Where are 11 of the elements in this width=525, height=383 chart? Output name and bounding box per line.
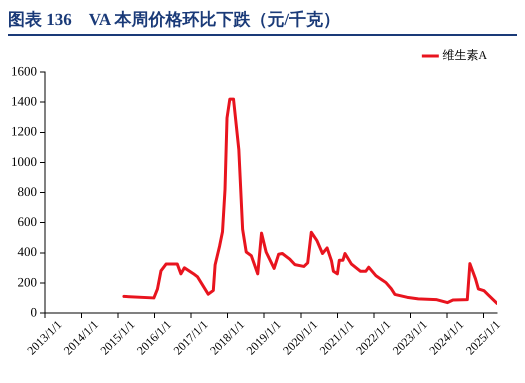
y-tick-label: 0 [30, 304, 37, 320]
y-tick-label: 600 [18, 214, 37, 230]
y-tick-label: 400 [18, 244, 37, 260]
legend-label: 维生素A [442, 48, 488, 62]
y-tick-label: 1000 [11, 154, 37, 169]
y-tick-label: 1600 [11, 63, 37, 78]
y-tick-label: 800 [18, 184, 37, 199]
chart-title: 图表 136 VA 本周价格环比下跌（元/千克） [8, 8, 517, 36]
y-tick-label: 200 [18, 274, 37, 290]
y-tick-label: 1400 [11, 94, 37, 109]
y-tick-label: 1200 [11, 124, 37, 139]
